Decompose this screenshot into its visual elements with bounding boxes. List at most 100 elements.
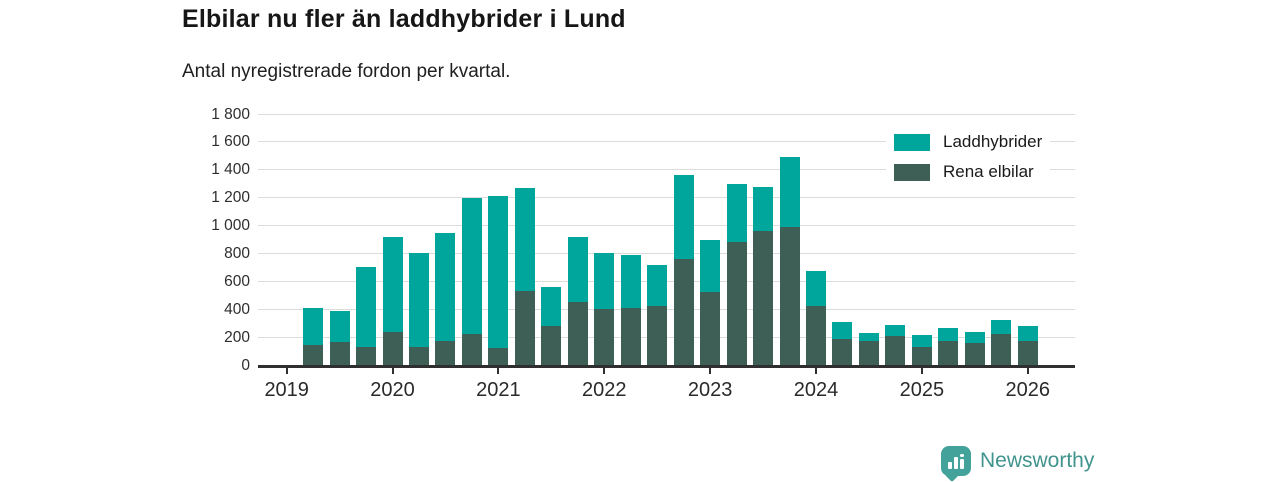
segment-rena-elbilar bbox=[991, 334, 1012, 365]
legend-item: Rena elbilar bbox=[894, 162, 1042, 182]
x-axis-tick-label: 2025 bbox=[899, 379, 945, 401]
segment-rena-elbilar bbox=[673, 259, 694, 365]
stacked-bar bbox=[356, 267, 377, 365]
stacked-bar bbox=[409, 253, 430, 365]
segment-rena-elbilar bbox=[409, 346, 430, 365]
segment-laddhybrider bbox=[753, 187, 774, 232]
x-axis-tick-label: 2020 bbox=[370, 379, 415, 401]
x-axis-tick bbox=[709, 367, 712, 374]
stacked-bar bbox=[567, 237, 588, 365]
brand-name: Newsworthy bbox=[980, 449, 1095, 472]
y-axis-tick-label: 400 bbox=[224, 300, 250, 318]
segment-rena-elbilar bbox=[1017, 340, 1038, 365]
legend-item: Laddhybrider bbox=[894, 132, 1042, 152]
stacked-bar bbox=[647, 264, 668, 365]
gridline bbox=[258, 113, 1075, 115]
segment-rena-elbilar bbox=[647, 306, 668, 365]
x-axis-tick-label: 2023 bbox=[687, 379, 733, 401]
segment-laddhybrider bbox=[1017, 325, 1038, 341]
segment-laddhybrider bbox=[858, 332, 879, 342]
stacked-bar bbox=[1017, 325, 1038, 365]
legend-swatch-laddhybrider bbox=[894, 133, 930, 151]
segment-laddhybrider bbox=[329, 310, 350, 342]
stacked-bar bbox=[858, 332, 879, 365]
y-axis-tick-label: 800 bbox=[224, 244, 250, 262]
segment-rena-elbilar bbox=[435, 341, 456, 365]
segment-laddhybrider bbox=[647, 264, 668, 307]
y-axis-tick-label: 0 bbox=[241, 356, 250, 374]
segment-rena-elbilar bbox=[303, 344, 324, 365]
segment-laddhybrider bbox=[435, 233, 456, 342]
segment-rena-elbilar bbox=[620, 307, 641, 365]
segment-laddhybrider bbox=[356, 267, 377, 347]
segment-laddhybrider bbox=[885, 324, 906, 337]
x-axis-tick bbox=[815, 367, 817, 374]
chart-legend: Laddhybrider Rena elbilar bbox=[886, 128, 1051, 186]
x-axis-tick-label: 2022 bbox=[582, 379, 627, 401]
segment-laddhybrider bbox=[541, 286, 562, 326]
segment-laddhybrider bbox=[700, 239, 721, 292]
segment-rena-elbilar bbox=[938, 341, 959, 365]
stacked-bar bbox=[673, 175, 694, 365]
segment-rena-elbilar bbox=[594, 309, 615, 365]
stacked-bar bbox=[620, 254, 641, 365]
stacked-bar bbox=[303, 307, 324, 365]
stacked-bar bbox=[779, 157, 800, 365]
segment-rena-elbilar bbox=[832, 339, 853, 365]
segment-rena-elbilar bbox=[806, 306, 826, 365]
x-axis-tick bbox=[603, 367, 606, 374]
segment-rena-elbilar bbox=[885, 336, 906, 365]
segment-rena-elbilar bbox=[514, 291, 535, 365]
segment-laddhybrider bbox=[382, 236, 403, 332]
stacked-bar bbox=[382, 236, 403, 365]
segment-rena-elbilar bbox=[753, 231, 774, 365]
gridline bbox=[258, 197, 1075, 199]
legend-label: Laddhybrider bbox=[943, 132, 1043, 151]
stacked-bar bbox=[329, 310, 350, 365]
segment-laddhybrider bbox=[964, 331, 985, 344]
segment-laddhybrider bbox=[409, 253, 430, 347]
segment-laddhybrider bbox=[832, 321, 853, 340]
segment-rena-elbilar bbox=[567, 301, 588, 365]
x-axis-tick-label: 2019 bbox=[264, 379, 309, 401]
stacked-bar bbox=[753, 187, 774, 365]
bar-chart-icon bbox=[941, 446, 971, 476]
segment-laddhybrider bbox=[514, 187, 535, 292]
segment-laddhybrider bbox=[620, 254, 641, 308]
stacked-bar bbox=[488, 196, 509, 365]
segment-laddhybrider bbox=[806, 270, 826, 307]
y-axis-tick-label: 1 600 bbox=[211, 133, 250, 151]
stacked-bar bbox=[514, 187, 535, 365]
segment-rena-elbilar bbox=[541, 325, 562, 365]
gridline bbox=[258, 169, 1075, 171]
x-axis-tick bbox=[497, 367, 500, 374]
stacked-bar bbox=[726, 183, 747, 365]
stacked-bar bbox=[832, 321, 853, 365]
segment-laddhybrider bbox=[488, 196, 509, 348]
x-axis-tick bbox=[920, 367, 923, 374]
legend-swatch-rena-elbilar bbox=[894, 163, 930, 181]
legend-label: Rena elbilar bbox=[943, 162, 1034, 181]
stacked-bar bbox=[964, 331, 985, 365]
stacked-bar bbox=[911, 335, 932, 365]
newsworthy-logo: Newsworthy bbox=[941, 446, 1095, 482]
segment-laddhybrider bbox=[594, 253, 615, 310]
segment-rena-elbilar bbox=[488, 347, 509, 365]
x-axis-line bbox=[258, 365, 1075, 368]
y-axis-tick-label: 1 000 bbox=[211, 217, 250, 235]
segment-rena-elbilar bbox=[461, 334, 482, 365]
stacked-bar bbox=[461, 198, 482, 365]
y-axis-tick-label: 200 bbox=[224, 328, 250, 346]
segment-rena-elbilar bbox=[700, 291, 721, 365]
x-axis-tick-label: 2024 bbox=[793, 379, 839, 401]
segment-laddhybrider bbox=[303, 307, 324, 345]
x-axis-tick bbox=[285, 367, 288, 374]
y-axis-tick-label: 1 200 bbox=[211, 189, 250, 207]
segment-rena-elbilar bbox=[858, 341, 879, 365]
stacked-bar bbox=[700, 239, 721, 366]
page-title: Elbilar nu fler än laddhybrider i Lund bbox=[182, 5, 626, 33]
y-axis-tick-label: 1 400 bbox=[211, 161, 250, 179]
stacked-bar bbox=[594, 253, 615, 365]
segment-laddhybrider bbox=[779, 157, 800, 227]
